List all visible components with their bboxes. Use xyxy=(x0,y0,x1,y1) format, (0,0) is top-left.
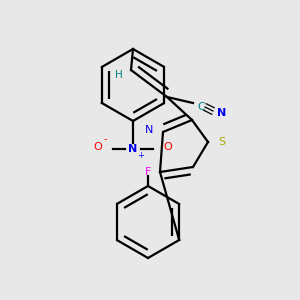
Text: O: O xyxy=(164,142,172,152)
Text: S: S xyxy=(218,137,226,147)
Text: C: C xyxy=(197,102,205,112)
Text: -: - xyxy=(103,134,107,144)
Text: +: + xyxy=(138,151,144,160)
Text: N: N xyxy=(145,125,153,135)
Text: N: N xyxy=(218,108,226,118)
Text: O: O xyxy=(94,142,102,152)
Text: N: N xyxy=(128,144,138,154)
Text: H: H xyxy=(115,70,123,80)
Text: F: F xyxy=(145,167,151,177)
